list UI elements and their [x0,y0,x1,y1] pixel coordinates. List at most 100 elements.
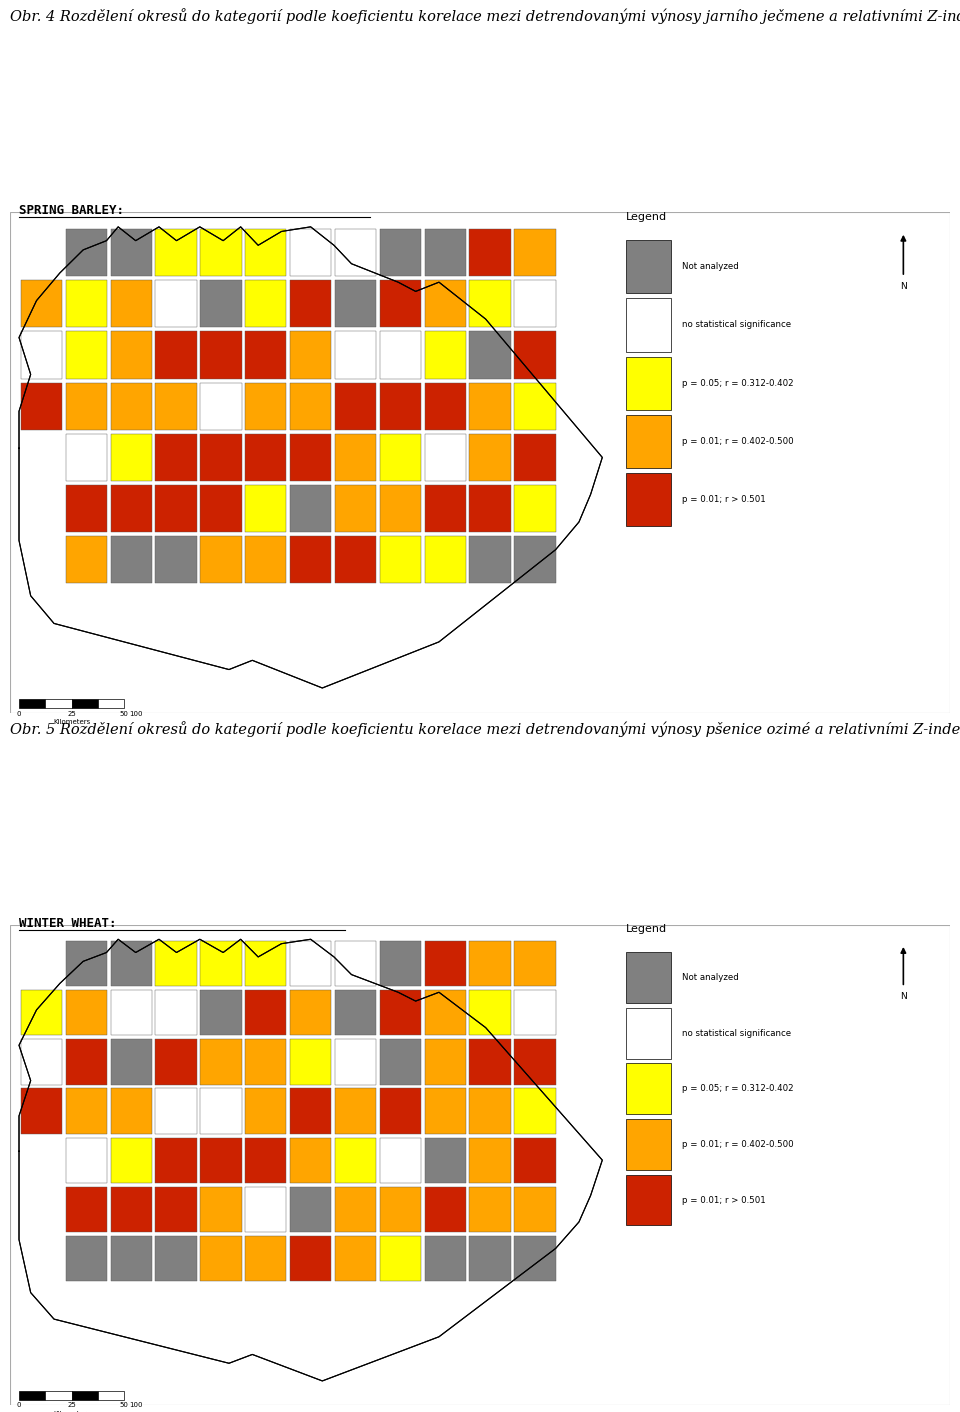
FancyBboxPatch shape [290,942,331,987]
FancyBboxPatch shape [201,1236,242,1281]
Polygon shape [19,227,602,688]
FancyBboxPatch shape [65,433,107,481]
Text: p = 0.05; r = 0.312-0.402: p = 0.05; r = 0.312-0.402 [683,378,794,387]
FancyBboxPatch shape [380,229,421,275]
Text: Not analyzed: Not analyzed [683,263,739,271]
FancyBboxPatch shape [469,942,511,987]
FancyBboxPatch shape [515,1138,556,1183]
FancyBboxPatch shape [469,1138,511,1183]
Bar [626,240,671,294]
FancyBboxPatch shape [65,229,107,275]
Text: 0: 0 [16,710,21,716]
Bar [626,473,671,525]
FancyBboxPatch shape [245,433,286,481]
FancyBboxPatch shape [424,1186,466,1231]
FancyBboxPatch shape [110,486,152,532]
Text: Not analyzed: Not analyzed [683,973,739,983]
FancyBboxPatch shape [335,383,376,429]
FancyBboxPatch shape [290,433,331,481]
FancyBboxPatch shape [515,1236,556,1281]
FancyBboxPatch shape [245,1138,286,1183]
FancyBboxPatch shape [424,1039,466,1084]
FancyBboxPatch shape [380,332,421,378]
FancyBboxPatch shape [290,332,331,378]
FancyBboxPatch shape [156,383,197,429]
FancyBboxPatch shape [469,537,511,583]
FancyBboxPatch shape [335,229,376,275]
FancyBboxPatch shape [424,486,466,532]
Text: p = 0.05; r = 0.312-0.402: p = 0.05; r = 0.312-0.402 [683,1084,794,1093]
FancyBboxPatch shape [201,486,242,532]
FancyBboxPatch shape [110,1138,152,1183]
Text: p = 0.01; r > 0.501: p = 0.01; r > 0.501 [683,1196,766,1204]
FancyBboxPatch shape [156,1236,197,1281]
FancyBboxPatch shape [515,383,556,429]
FancyBboxPatch shape [335,1039,376,1084]
FancyBboxPatch shape [110,332,152,378]
FancyBboxPatch shape [201,332,242,378]
FancyBboxPatch shape [380,433,421,481]
FancyBboxPatch shape [65,942,107,987]
Bar [45,1391,71,1401]
FancyBboxPatch shape [290,1039,331,1084]
Text: 0: 0 [16,1402,21,1408]
FancyBboxPatch shape [65,990,107,1035]
Text: 25: 25 [67,710,76,716]
FancyBboxPatch shape [245,1236,286,1281]
FancyBboxPatch shape [201,280,242,328]
FancyBboxPatch shape [424,332,466,378]
FancyBboxPatch shape [290,1236,331,1281]
Text: WINTER WHEAT:: WINTER WHEAT: [19,916,116,929]
FancyBboxPatch shape [335,332,376,378]
FancyBboxPatch shape [290,383,331,429]
FancyBboxPatch shape [469,990,511,1035]
FancyBboxPatch shape [201,229,242,275]
FancyBboxPatch shape [290,1089,331,1134]
FancyBboxPatch shape [65,1186,107,1231]
FancyBboxPatch shape [110,942,152,987]
FancyBboxPatch shape [469,1236,511,1281]
FancyBboxPatch shape [156,229,197,275]
FancyBboxPatch shape [201,1039,242,1084]
FancyBboxPatch shape [424,1138,466,1183]
FancyBboxPatch shape [245,383,286,429]
FancyBboxPatch shape [380,1236,421,1281]
Text: 100: 100 [130,1402,143,1408]
FancyBboxPatch shape [424,383,466,429]
FancyBboxPatch shape [201,383,242,429]
FancyBboxPatch shape [515,229,556,275]
FancyBboxPatch shape [110,1186,152,1231]
FancyBboxPatch shape [469,280,511,328]
Bar [19,1391,45,1401]
FancyBboxPatch shape [515,990,556,1035]
Bar [19,699,45,707]
FancyBboxPatch shape [245,280,286,328]
FancyBboxPatch shape [515,332,556,378]
Text: Obr. 5 Rozdělení okresů do kategorií podle koeficientu korelace mezi detrendovan: Obr. 5 Rozdělení okresů do kategorií pod… [10,720,960,737]
FancyBboxPatch shape [245,990,286,1035]
FancyBboxPatch shape [156,942,197,987]
FancyBboxPatch shape [110,433,152,481]
Bar [98,1391,124,1401]
FancyBboxPatch shape [469,433,511,481]
FancyBboxPatch shape [110,1236,152,1281]
FancyBboxPatch shape [424,990,466,1035]
FancyBboxPatch shape [469,1039,511,1084]
Bar [626,1063,671,1114]
FancyBboxPatch shape [380,1089,421,1134]
FancyBboxPatch shape [21,990,62,1035]
FancyBboxPatch shape [335,1236,376,1281]
FancyBboxPatch shape [424,229,466,275]
Bar [98,699,124,707]
FancyBboxPatch shape [424,1089,466,1134]
FancyBboxPatch shape [515,433,556,481]
Text: N: N [900,993,907,1001]
FancyBboxPatch shape [65,1039,107,1084]
Text: Kilometers: Kilometers [53,719,90,726]
FancyBboxPatch shape [424,280,466,328]
FancyBboxPatch shape [110,1039,152,1084]
Text: p = 0.01; r = 0.402-0.500: p = 0.01; r = 0.402-0.500 [683,1139,794,1149]
FancyBboxPatch shape [21,383,62,429]
Bar [626,356,671,409]
FancyBboxPatch shape [201,433,242,481]
